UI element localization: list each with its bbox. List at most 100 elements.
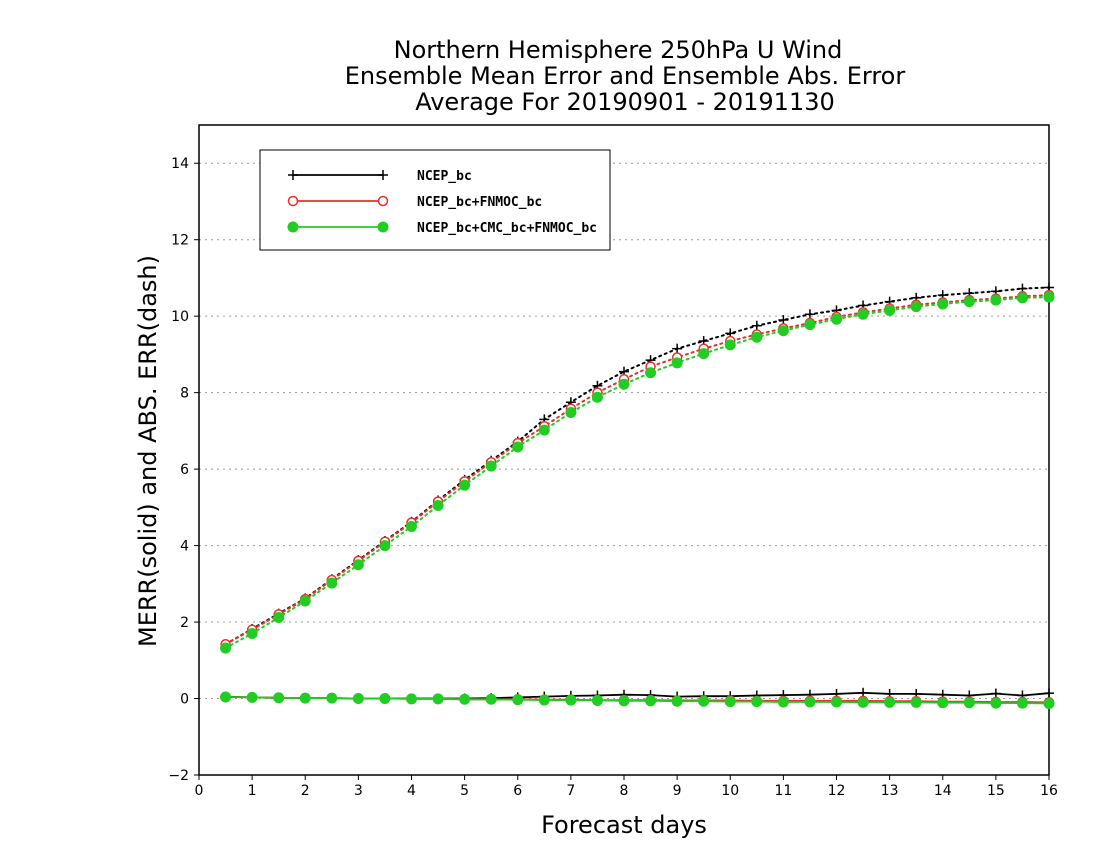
series-merr-point [671, 695, 683, 707]
series-0 [220, 282, 1054, 704]
x-tick-label: 8 [620, 783, 629, 799]
series-abs-point [565, 407, 577, 419]
series-abs-point [751, 320, 762, 331]
series-abs-point [326, 577, 338, 589]
legend-label: NCEP_bc+FNMOC_bc [417, 195, 542, 210]
x-tick-label: 0 [195, 783, 204, 799]
series-merr-point [963, 697, 975, 709]
legend-box [259, 149, 611, 251]
series-merr-point [910, 696, 922, 708]
series-merr-point [1043, 698, 1055, 709]
series-abs-point [831, 313, 842, 325]
grid [199, 162, 1049, 700]
x-tick-label: 7 [566, 783, 575, 799]
series-abs-point [804, 319, 816, 331]
series-abs-point [379, 540, 391, 552]
series-merr-point [220, 691, 232, 703]
series-merr-point [884, 696, 896, 708]
series-merr-point [937, 697, 949, 709]
series-merr-point [698, 695, 710, 707]
legend-marker [288, 170, 298, 180]
series-merr-point [857, 696, 869, 708]
series-merr-point [379, 693, 391, 705]
series-abs-point [937, 298, 949, 310]
series-merr-point [326, 692, 338, 704]
series-merr-point [990, 697, 1002, 709]
series-2 [220, 291, 1055, 709]
series-merr-point [273, 692, 285, 704]
y-tick-label: 8 [180, 386, 189, 402]
series-abs-point [352, 559, 364, 571]
x-tick-label: 13 [881, 783, 899, 799]
y-tick-label: 14 [171, 156, 189, 172]
legend-entry: NCEP_bc+FNMOC_bc [287, 195, 542, 210]
series-merr-point [618, 695, 630, 707]
x-tick-label: 12 [828, 783, 846, 799]
series-merr-point [645, 695, 657, 707]
series-abs-point [459, 479, 471, 491]
series-abs-line [224, 294, 1050, 646]
x-tick-label: 10 [721, 783, 739, 799]
series-merr-point [512, 694, 524, 706]
series-merr-point [591, 694, 603, 706]
x-tick-label: 6 [513, 783, 522, 799]
series-abs-point [672, 343, 683, 354]
series-abs-point [671, 357, 683, 369]
legend-marker [378, 170, 388, 180]
series-abs-point [485, 460, 497, 472]
x-tick-label: 14 [934, 783, 952, 799]
y-tick-label: 0 [180, 692, 189, 708]
series-abs-point [804, 309, 815, 320]
series-merr-point [1044, 688, 1054, 699]
y-tick-label: −2 [168, 768, 189, 784]
series-abs-point [273, 611, 285, 623]
legend-entry: NCEP_bc+CMC_bc+FNMOC_bc [287, 221, 597, 236]
legend: NCEP_bc NCEP_bc+FNMOC_bc NCEP_bc+CMC_bc+FN… [259, 149, 611, 251]
x-tick-label: 15 [987, 783, 1005, 799]
series-abs-point [512, 441, 524, 453]
series-merr-point [751, 696, 763, 708]
series-abs-line [224, 296, 1050, 650]
x-tick-label: 5 [460, 783, 469, 799]
series-abs-point [1043, 291, 1055, 303]
series-merr-point [724, 696, 736, 708]
series-abs-point [220, 642, 232, 654]
series-merr-point [538, 694, 550, 706]
series-merr-point [299, 692, 311, 704]
series-abs-line [224, 286, 1050, 646]
series-merr-point [406, 693, 417, 705]
legend-marker [377, 221, 389, 233]
series-merr-point [777, 696, 789, 708]
series-abs-point [246, 628, 258, 640]
series-abs-point [591, 391, 603, 403]
series-abs-point [538, 424, 550, 436]
series-abs-point [299, 595, 311, 607]
series-abs-point [857, 308, 869, 320]
legend-marker [377, 195, 389, 207]
series-abs-point [1016, 292, 1028, 304]
y-tick-label: 2 [180, 615, 189, 631]
x-tick-label: 11 [774, 783, 792, 799]
chart-title-line-1: Northern Hemisphere 250hPa U Wind [394, 36, 843, 64]
series-abs-point [990, 294, 1002, 306]
series-abs-point [751, 331, 763, 343]
plot-area [220, 282, 1055, 709]
x-tick-label: 9 [673, 783, 682, 799]
series-merr-point [831, 696, 842, 708]
y-axis-label: MERR(solid) and ABS. ERR(dash) [134, 255, 162, 647]
x-axis-label: Forecast days [541, 811, 707, 839]
series-merr-point [459, 693, 471, 705]
x-tick-label: 3 [354, 783, 363, 799]
legend-label: NCEP_bc+CMC_bc+FNMOC_bc [417, 221, 597, 236]
series-abs-point [777, 325, 789, 337]
x-tick-label: 4 [407, 783, 416, 799]
x-tick-label: 2 [301, 783, 310, 799]
series-merr-point [804, 696, 816, 708]
series-abs-point [645, 367, 657, 379]
legend-label: NCEP_bc [417, 169, 472, 184]
series-merr-point [246, 691, 258, 703]
series-1 [220, 289, 1055, 708]
chart-title-line-3: Average For 20190901 - 20191130 [415, 88, 835, 116]
